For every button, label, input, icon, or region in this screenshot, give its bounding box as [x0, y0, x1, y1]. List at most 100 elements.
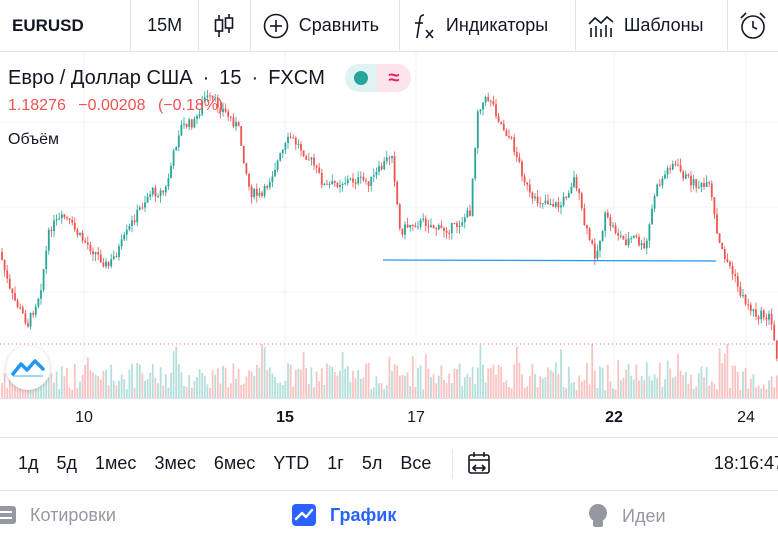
go-to-date-button[interactable]: [467, 451, 493, 477]
range-1d[interactable]: 1д: [18, 453, 39, 473]
range-6m[interactable]: 6мес: [213, 453, 256, 473]
market-status-button[interactable]: [344, 64, 377, 92]
volume-bar: [723, 353, 726, 398]
nav-ideas[interactable]: Идеи: [586, 503, 666, 529]
candle-body: [471, 178, 474, 217]
volume-bar: [487, 368, 490, 398]
legend-buttons: ≈: [344, 64, 411, 92]
data-mode-button[interactable]: ≈: [376, 64, 411, 92]
candle-body: [495, 104, 497, 117]
volume-bar: [164, 374, 167, 398]
chart-legend: Евро / Доллар США · 15 · FXCM ≈: [8, 64, 411, 92]
volume-bar: [700, 366, 703, 398]
chart-type-button[interactable]: [199, 0, 251, 51]
candle-body: [560, 205, 562, 208]
volume-bar: [580, 381, 583, 398]
volume-bar: [541, 378, 544, 398]
volume-bar: [274, 376, 276, 398]
candle-body: [427, 226, 430, 228]
candle-body: [708, 182, 711, 184]
range-ytd[interactable]: YTD: [273, 453, 310, 473]
candle-body: [320, 172, 323, 185]
candle-body: [744, 295, 747, 305]
volume-bar: [588, 384, 591, 398]
volume-bar: [515, 346, 518, 398]
nav-quotes[interactable]: Котировки: [0, 503, 116, 527]
volume-bar: [476, 367, 479, 398]
candle-body: [697, 187, 700, 189]
time-axis[interactable]: 10 15 17 22 24: [0, 398, 778, 436]
volume-bar: [617, 359, 620, 398]
candle-body: [63, 214, 66, 218]
volume-bar: [508, 386, 510, 398]
candle-body: [255, 188, 258, 196]
current-time[interactable]: 18:16:47: [713, 453, 778, 473]
candle-body: [497, 116, 500, 122]
volume-bar: [718, 348, 721, 398]
trend-line: [382, 259, 717, 262]
candle-body: [372, 175, 375, 177]
candle-body: [417, 226, 419, 228]
interval-button[interactable]: 15M: [131, 0, 199, 51]
nav-chart-label: График: [330, 504, 397, 525]
candle-body: [302, 150, 305, 157]
candle-body: [105, 261, 107, 267]
candle-body: [185, 123, 188, 127]
candle-body: [476, 111, 479, 149]
candle-body: [448, 232, 451, 234]
symbol-button[interactable]: EURUSD: [0, 0, 132, 51]
volume-bar: [653, 374, 656, 398]
chart-area[interactable]: Евро / Доллар США · 15 · FXCM ≈ 1.18276 …: [0, 52, 778, 398]
range-5y[interactable]: 5л: [361, 453, 383, 473]
candle-body: [393, 156, 396, 182]
volume-bar: [729, 388, 731, 398]
volume-bar: [578, 375, 581, 398]
volume-bar: [73, 363, 76, 398]
volume-bar: [500, 366, 503, 398]
candle-body: [528, 184, 531, 193]
range-3m[interactable]: 3мес: [154, 453, 196, 473]
alert-button[interactable]: [728, 0, 778, 51]
candle-body: [253, 188, 256, 198]
candle-body: [757, 316, 760, 320]
candle-body: [180, 124, 183, 136]
indicators-button[interactable]: Индикаторы: [400, 0, 576, 51]
volume-bar: [193, 380, 196, 398]
candle-body: [700, 183, 703, 188]
candle-body: [573, 177, 575, 187]
compare-button[interactable]: Сравнить: [251, 0, 400, 51]
candle-body: [401, 228, 404, 235]
candle-body: [557, 202, 560, 208]
candle-body: [458, 225, 461, 227]
volume-bar: [71, 389, 74, 398]
volume-bar: [313, 387, 315, 398]
volume-bar: [318, 381, 321, 398]
templates-button[interactable]: Шаблоны: [576, 0, 728, 51]
range-5d[interactable]: 5д: [56, 453, 78, 473]
volume-bar: [674, 376, 677, 398]
volume-bar: [258, 367, 261, 398]
tradingview-logo[interactable]: [6, 346, 50, 390]
volume-bar: [60, 366, 63, 398]
nav-chart[interactable]: График: [292, 503, 396, 527]
range-1m[interactable]: 1мес: [95, 453, 137, 473]
candle-body: [144, 202, 146, 208]
candle-body: [684, 174, 687, 179]
volume-bar: [484, 382, 487, 398]
candle-body: [367, 181, 370, 187]
volume-bar: [227, 387, 230, 398]
candle-body: [21, 307, 24, 314]
volume-bar: [58, 388, 61, 398]
candle-body: [336, 182, 339, 188]
volume-label[interactable]: Объём: [8, 131, 59, 148]
range-all[interactable]: Все: [400, 453, 432, 473]
volume-bar: [752, 374, 755, 398]
candle-body: [487, 97, 490, 101]
range-1y[interactable]: 1г: [327, 453, 344, 473]
candle-body: [411, 224, 414, 226]
candle-body: [513, 137, 516, 153]
volume-bar: [323, 384, 326, 398]
price-chart[interactable]: [0, 52, 778, 398]
candle-body: [768, 313, 770, 320]
volume-bar: [437, 375, 440, 398]
